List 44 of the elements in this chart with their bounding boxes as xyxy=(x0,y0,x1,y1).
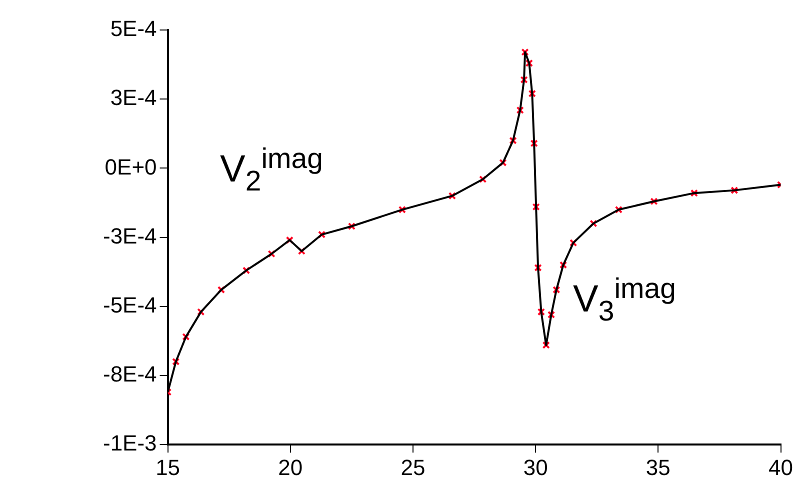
point xyxy=(448,192,456,200)
y-tick-label: -3E-4 xyxy=(103,223,157,248)
x-tick-label: 40 xyxy=(768,454,794,480)
point xyxy=(242,266,250,274)
x-tick-label: 35 xyxy=(646,454,670,480)
point xyxy=(590,220,598,228)
x-tick-label: 25 xyxy=(400,454,426,480)
point xyxy=(479,175,487,184)
point xyxy=(182,332,190,341)
y-tick-label: 0E+0 xyxy=(104,154,157,180)
point xyxy=(547,310,556,319)
y-tick-label: 3E-4 xyxy=(110,85,157,110)
y-tick-label: -5E-4 xyxy=(103,292,157,318)
point xyxy=(318,230,326,238)
point xyxy=(530,139,538,148)
point xyxy=(298,247,306,255)
point xyxy=(172,358,180,366)
point xyxy=(197,308,205,316)
point xyxy=(534,264,542,272)
point xyxy=(559,261,568,269)
y-tick-label: 5E-4 xyxy=(110,16,157,42)
point xyxy=(650,198,658,206)
point xyxy=(398,206,406,214)
point xyxy=(690,189,698,197)
point xyxy=(525,59,534,67)
point xyxy=(521,48,529,56)
x-tick-label: 20 xyxy=(278,454,303,480)
point xyxy=(509,136,517,144)
point xyxy=(552,286,560,294)
y-tick-label: -8E-4 xyxy=(103,362,157,387)
point xyxy=(516,106,524,114)
x-tick-label: 15 xyxy=(156,454,180,480)
point xyxy=(614,206,623,214)
point xyxy=(499,158,507,166)
point xyxy=(528,90,536,98)
y-tick-label: -1E-3 xyxy=(103,430,157,456)
point xyxy=(520,76,528,84)
point xyxy=(348,222,356,230)
x-tick-label: 30 xyxy=(523,454,548,480)
point xyxy=(268,250,276,258)
point xyxy=(537,308,546,316)
point xyxy=(532,203,540,211)
point xyxy=(542,341,550,349)
point xyxy=(730,186,738,194)
